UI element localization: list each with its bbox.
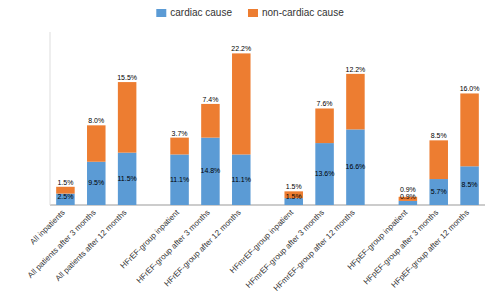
bar-segment	[460, 93, 479, 166]
bar-segment	[170, 138, 189, 155]
data-label: 0.9%	[400, 186, 416, 193]
data-label: 8.5%	[462, 181, 478, 188]
data-label: 22.2%	[231, 45, 251, 52]
x-tick-label: HFmrEF-group after 12 months	[272, 208, 357, 293]
bar-segment	[201, 138, 220, 205]
bar-segment	[399, 201, 418, 205]
data-label: 3.7%	[172, 130, 188, 137]
data-label: 13.6%	[315, 170, 335, 177]
x-tick-label: HFrEF-group inpatient	[119, 208, 182, 271]
x-tick-labels: All inpatientsAll patients after 3 month…	[26, 208, 471, 294]
bar-segment	[56, 194, 75, 205]
bar-segment	[87, 162, 106, 205]
bar-segment	[429, 179, 448, 205]
data-label: 1.5%	[286, 183, 302, 190]
data-label: 11.1%	[232, 176, 251, 183]
bar-segment	[315, 143, 334, 205]
data-label: 16.0%	[460, 85, 480, 92]
data-label: 15.5%	[117, 74, 137, 81]
chart: 2.5% 9.5% 11.5% 11.1% 14.8% 11.1% 1.5% 13.6% 16.…	[0, 0, 500, 302]
x-tick-label: HFpEF-group inpatient	[346, 208, 410, 272]
y-axis	[50, 32, 51, 205]
legend-label: non-cardiac cause	[262, 7, 344, 18]
data-label: 11.1%	[170, 176, 189, 183]
legend-label: cardiac cause	[170, 7, 232, 18]
bar-segment	[201, 104, 220, 138]
legend: cardiac cause non-cardiac cause	[156, 7, 344, 18]
data-label: 0.9%	[400, 193, 416, 200]
bar-segment	[232, 154, 251, 205]
bar-segment	[429, 140, 448, 179]
x-tick-label: HFrEF-group after 12 months	[162, 208, 242, 288]
bar-segment	[118, 82, 137, 153]
data-label: 14.8%	[200, 167, 220, 174]
data-label: 11.5%	[117, 175, 136, 182]
data-label: 16.6%	[345, 163, 365, 170]
data-label: 7.6%	[317, 100, 333, 107]
bars	[56, 53, 479, 205]
x-tick-label: All patients after 12 months	[54, 208, 129, 283]
bar-segment	[87, 125, 106, 161]
data-label: 2.5%	[57, 193, 73, 200]
legend-item: cardiac cause	[156, 7, 232, 18]
bar-segment	[232, 53, 251, 154]
legend-item: non-cardiac cause	[248, 7, 344, 18]
bar-segment	[315, 108, 334, 143]
bar-segment	[170, 154, 189, 205]
data-label: 12.2%	[345, 66, 365, 73]
x-axis	[50, 205, 485, 206]
data-label: 8.5%	[431, 132, 447, 139]
bar-segment	[346, 74, 365, 130]
data-label: 1.5%	[286, 193, 302, 200]
legend-swatch	[248, 9, 258, 17]
data-label: 7.4%	[202, 96, 218, 103]
data-label: 1.5%	[57, 179, 73, 186]
bar-segment	[460, 166, 479, 205]
legend-swatch	[156, 9, 166, 17]
x-tick-label: HFpEF-group after 12 months	[389, 208, 471, 290]
data-label: 9.5%	[88, 179, 104, 186]
data-label: 5.7%	[431, 188, 447, 195]
data-labels: 2.5% 9.5% 11.5% 11.1% 14.8% 11.1% 1.5% 13.6% 16.…	[57, 45, 479, 199]
bar-segment	[118, 153, 137, 205]
bar-segment	[346, 129, 365, 205]
data-label: 8.0%	[88, 117, 104, 124]
